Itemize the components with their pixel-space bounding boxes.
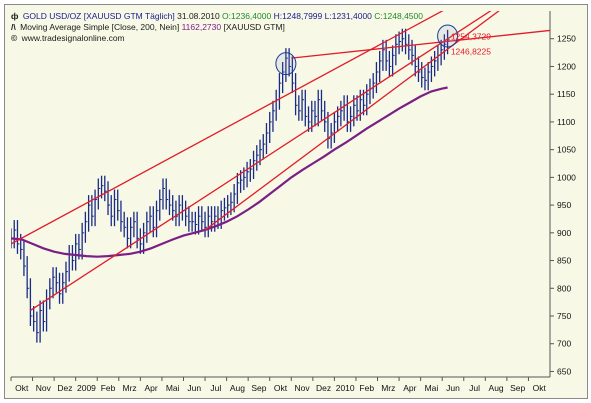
copyright-icon: © xyxy=(11,33,18,43)
y-tick-label: 700 xyxy=(557,339,571,349)
x-tick-label: Dez xyxy=(316,383,331,393)
x-tick-label: Jun xyxy=(446,383,460,393)
x-tick-label: Mai xyxy=(166,383,180,393)
legend-price-row: ф GOLD USD/OZ [XAUUSD GTM Täglich] 31.08… xyxy=(11,11,423,22)
legend-date: 31.08.2010 xyxy=(177,11,220,21)
legend-open: O:1236,4000 xyxy=(222,11,272,21)
y-tick-label: 850 xyxy=(557,256,571,266)
legend-price-symbol: ф xyxy=(11,11,19,21)
x-tick-label: Feb xyxy=(101,383,116,393)
trend-line xyxy=(291,29,550,59)
chart-legend: ф GOLD USD/OZ [XAUUSD GTM Täglich] 31.08… xyxy=(11,11,423,44)
x-tick-label: Okt xyxy=(274,383,288,393)
x-tick-label: Apr xyxy=(145,383,158,393)
legend-high: H:1248,7999 xyxy=(273,11,323,21)
x-tick-label: Okt xyxy=(533,383,547,393)
x-tick-label: Aug xyxy=(489,383,504,393)
y-tick-label: 1200 xyxy=(557,61,576,71)
trend-line xyxy=(30,11,492,311)
legend-ma-source: [XAUUSD GTM] xyxy=(223,22,285,32)
price-bars xyxy=(11,28,450,343)
legend-ma-symbol: /\ xyxy=(11,22,16,32)
highlight-circle xyxy=(437,24,459,48)
y-tick-label: 800 xyxy=(557,283,571,293)
x-tick-label: Sep xyxy=(510,383,525,393)
legend-ma-row: /\ Moving Average Simple [Close, 200, Ne… xyxy=(11,22,423,33)
legend-ma-value: 1162,2730 xyxy=(181,22,222,32)
x-tick-label: Sep xyxy=(251,383,266,393)
price-label-lower: 1246,8225 xyxy=(451,47,491,57)
y-tick-label: 1100 xyxy=(557,117,576,127)
y-tick-label: 650 xyxy=(557,366,571,376)
y-tick-label: 1050 xyxy=(557,145,576,155)
legend-low: L:1231,4000 xyxy=(324,11,372,21)
moving-average-line xyxy=(11,86,448,258)
x-tick-label: Okt xyxy=(15,383,29,393)
y-tick-label: 950 xyxy=(557,200,571,210)
x-tick-label: Feb xyxy=(359,383,374,393)
x-tick-label: 2010 xyxy=(336,383,355,393)
x-tick-label: Nov xyxy=(294,383,310,393)
y-tick-label: 1000 xyxy=(557,172,576,182)
legend-price-name: GOLD USD/OZ [XAUUSD GTM Täglich] xyxy=(22,11,175,21)
legend-site: www.tradesignalonline.com xyxy=(21,33,125,43)
x-tick-label: Mrz xyxy=(122,383,136,393)
x-tick-label: Apr xyxy=(403,383,416,393)
price-label-upper: 1254,3729 xyxy=(451,32,491,42)
legend-ma-name: Moving Average Simple [Close, 200, Nein] xyxy=(20,22,180,32)
x-tick-label: Jun xyxy=(187,383,201,393)
trend-line xyxy=(204,11,500,231)
legend-copyright-row: © www.tradesignalonline.com xyxy=(11,33,423,44)
x-tick-label: Mrz xyxy=(381,383,395,393)
x-tick-label: Jul xyxy=(469,383,480,393)
y-tick-label: 1150 xyxy=(557,89,576,99)
x-tick-label: Jul xyxy=(210,383,221,393)
trend-line xyxy=(11,11,444,245)
x-tick-label: Nov xyxy=(36,383,52,393)
x-tick-label: 2009 xyxy=(77,383,96,393)
chart-frame: 650 700 750 800 850 900 950 1000 1050 1100 1150 120… xyxy=(4,4,588,399)
y-tick-label: 1250 xyxy=(557,34,576,44)
y-tick-label: 900 xyxy=(557,228,571,238)
gold-chart: 650 700 750 800 850 900 950 1000 1050 1100 1150 120… xyxy=(10,11,576,393)
x-tick-label: Dez xyxy=(57,383,72,393)
highlight-circle xyxy=(275,52,297,76)
legend-close: C:1248,4500 xyxy=(374,11,423,21)
x-tick-label: Aug xyxy=(230,383,245,393)
x-tick-label: Mai xyxy=(425,383,439,393)
y-tick-label: 750 xyxy=(557,311,571,321)
